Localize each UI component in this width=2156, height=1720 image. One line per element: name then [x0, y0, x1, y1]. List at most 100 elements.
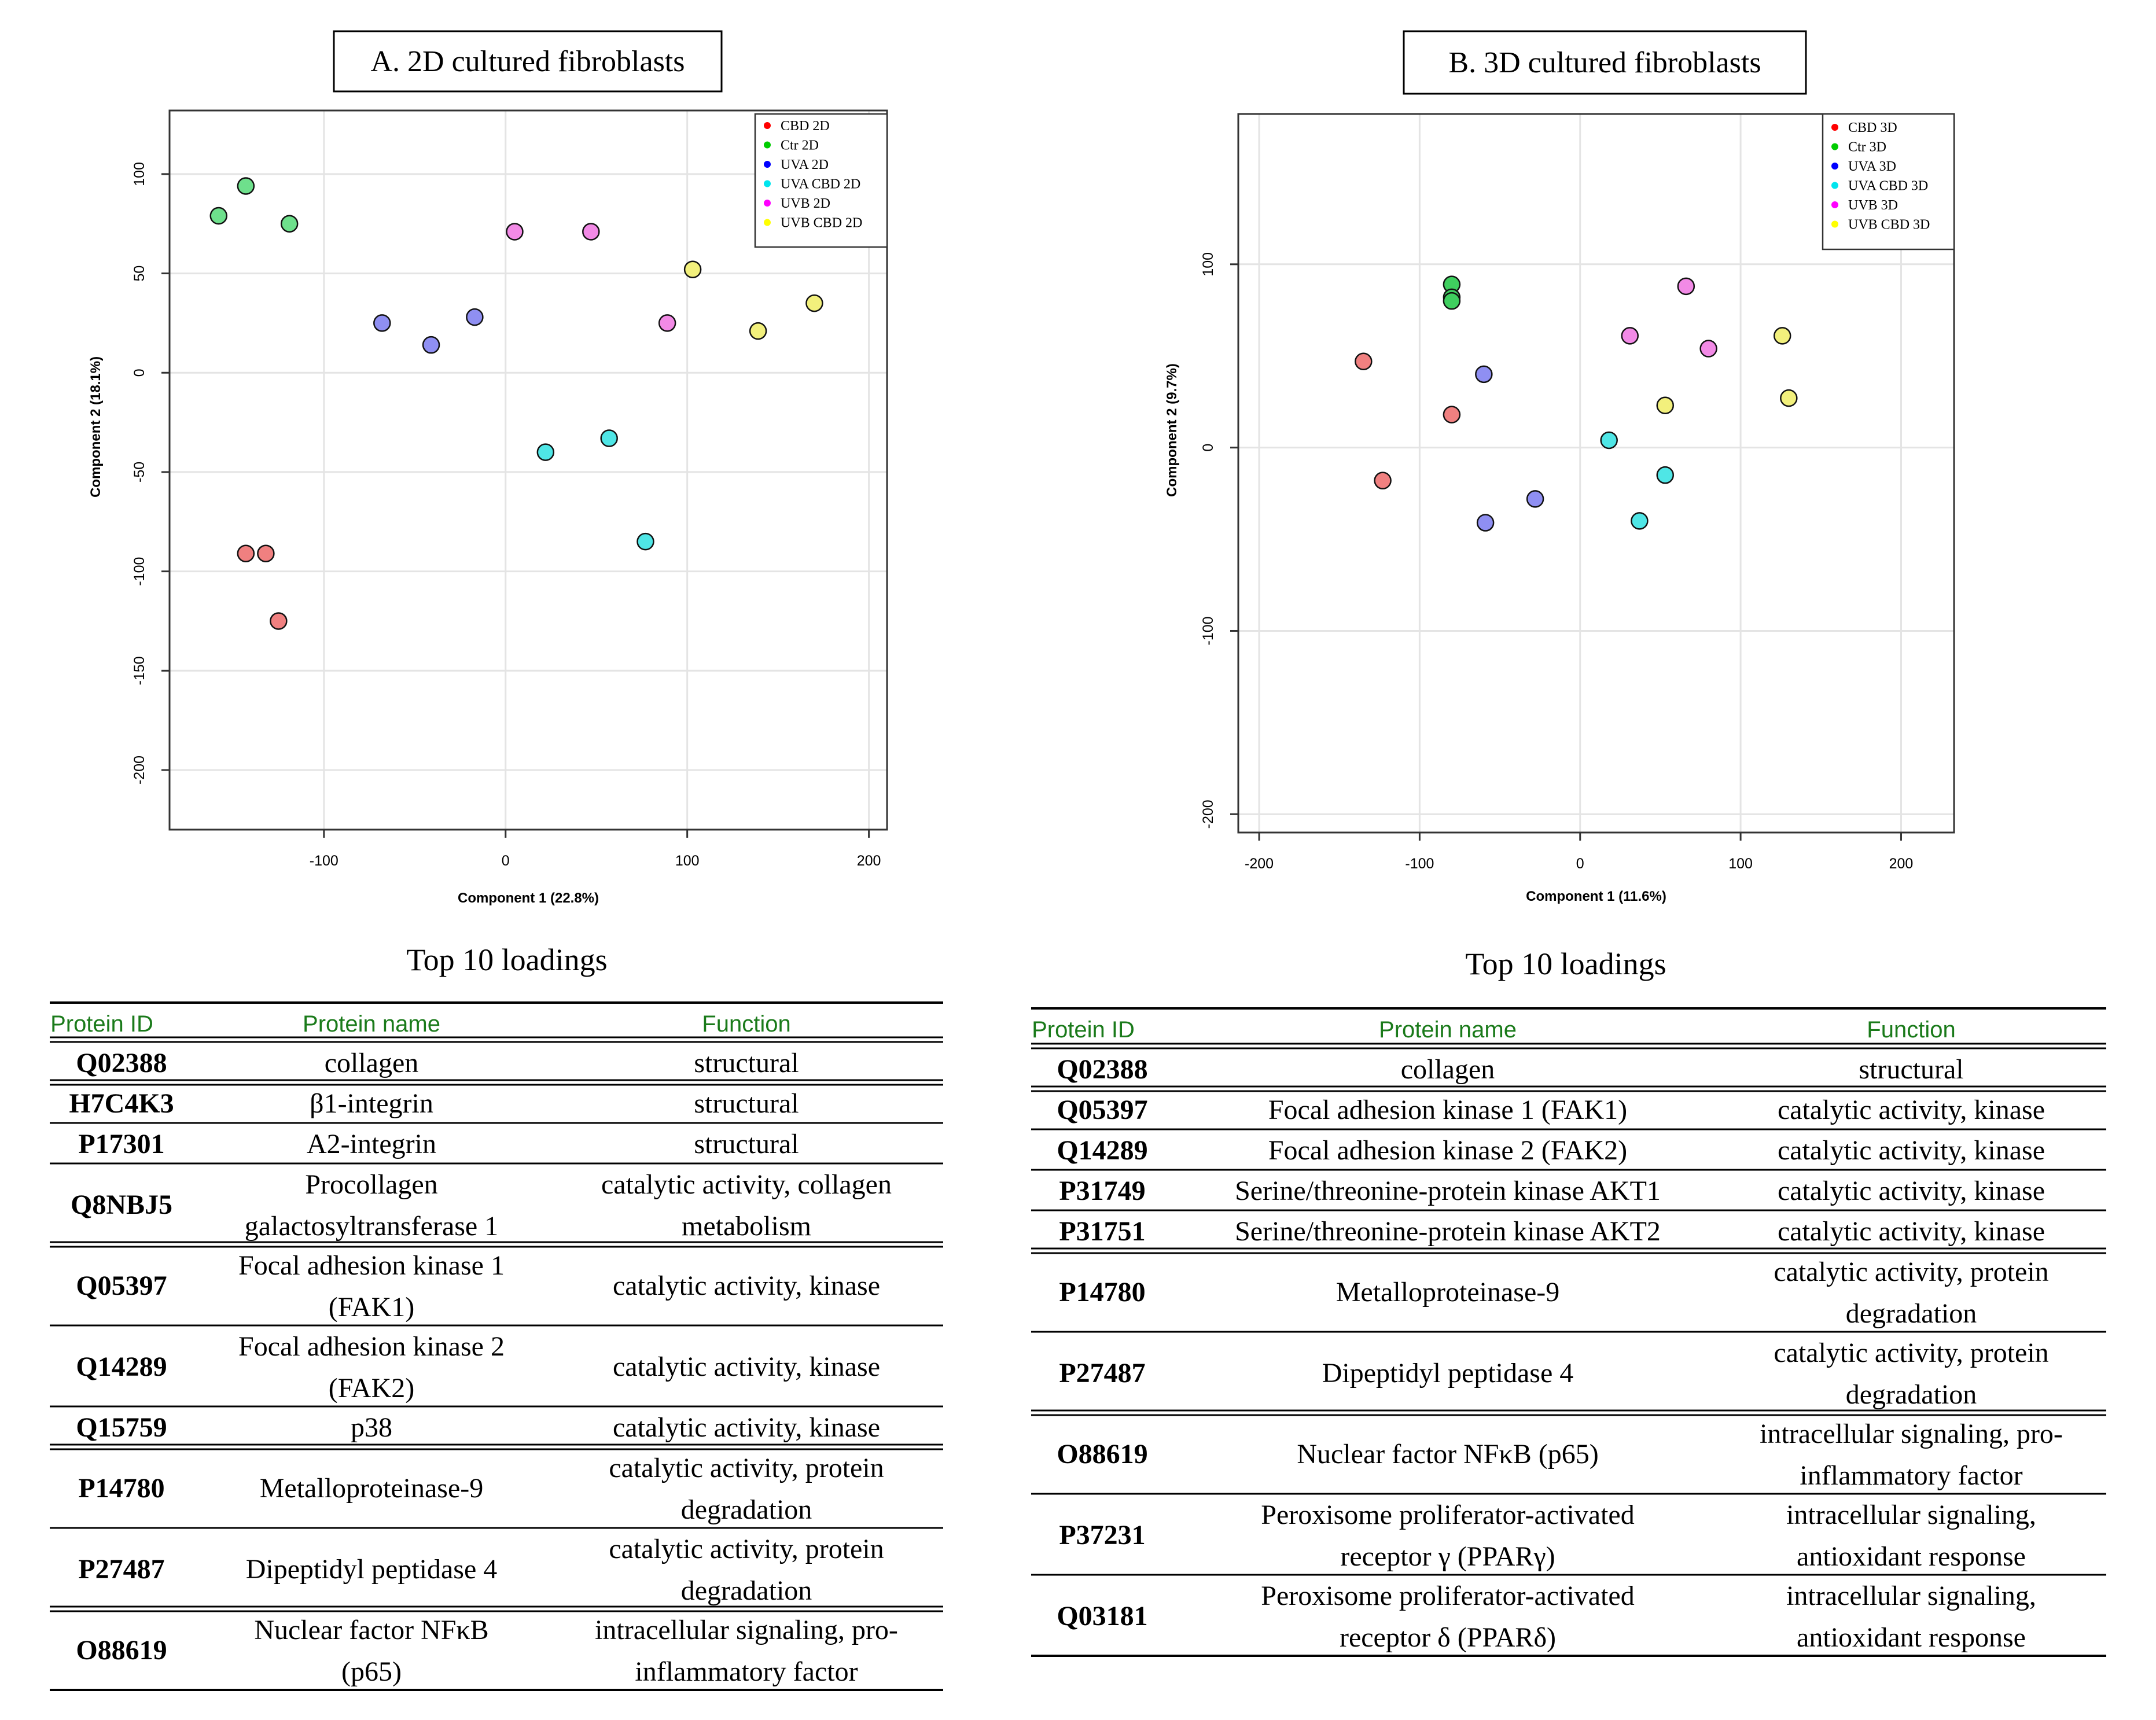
x-tick-label: -100	[1405, 856, 1434, 872]
table-header-cell: Function	[702, 1011, 790, 1037]
legend-swatch	[1831, 182, 1838, 189]
table-row: Q03181 Peroxisome proliferator-activated r…	[1057, 1581, 2036, 1653]
protein-id: O88619	[76, 1635, 167, 1666]
data-point-ctr-2d	[237, 177, 255, 195]
protein-id: O88619	[1057, 1439, 1147, 1469]
table-row: P17301 A2-integrin structural	[78, 1129, 799, 1159]
legend-box	[754, 113, 888, 248]
protein-name: p38	[351, 1412, 392, 1443]
protein-func: inflammatory factor	[635, 1656, 858, 1687]
protein-name: (FAK2)	[329, 1373, 414, 1404]
legend-label: UVB CBD 3D	[1848, 218, 1930, 233]
protein-func: intracellular signaling,	[1786, 1500, 2036, 1530]
data-point-cbd-3d	[1355, 352, 1373, 370]
protein-id: P27487	[78, 1554, 164, 1585]
x-tick-label: -200	[1245, 856, 1274, 872]
protein-name: collagen	[325, 1048, 419, 1078]
protein-name: (FAK1)	[329, 1292, 414, 1323]
protein-name: collagen	[1401, 1054, 1495, 1085]
data-point-uvb-3d	[1621, 327, 1639, 345]
data-point-cbd-2d	[270, 612, 288, 630]
table-header-cell: Protein ID	[1032, 1017, 1135, 1043]
legend-label: UVB 3D	[1848, 198, 1898, 213]
table-row: Q02388 collagen structural	[1057, 1054, 1963, 1085]
legend-swatch	[1831, 220, 1838, 228]
x-tick-label: 200	[1889, 856, 1914, 872]
table-row: P27487 Dipeptidyl peptidase 4 catalytic ac…	[78, 1534, 884, 1606]
table-row: Q05397 Focal adhesion kinase 1 (FAK1) cata…	[1057, 1095, 2045, 1125]
table-title: Top 10 loadings	[406, 942, 607, 977]
legend-swatch	[1831, 163, 1838, 170]
legend-label: CBD 3D	[1848, 120, 1897, 135]
protein-func: inflammatory factor	[1800, 1460, 2022, 1491]
data-point-cbd-3d	[1374, 472, 1392, 489]
legend-swatch	[1831, 201, 1838, 208]
protein-func: metabolism	[682, 1211, 811, 1242]
x-tick-label: 100	[1728, 856, 1753, 872]
legend-box	[1822, 113, 1955, 251]
data-point-ctr-2d	[209, 207, 228, 225]
protein-func: intracellular signaling, pro-	[1760, 1419, 2063, 1449]
protein-func: structural	[694, 1088, 799, 1119]
protein-func: degradation	[681, 1494, 812, 1525]
data-point-uvb-cbd-3d	[1780, 389, 1798, 407]
data-point-uvb-2d	[506, 223, 524, 241]
protein-name: receptor γ (PPARγ)	[1340, 1541, 1555, 1572]
y-tick-label: -150	[131, 656, 148, 685]
chart-title-box	[1403, 30, 1807, 95]
protein-name: Peroxisome proliferator-activated	[1261, 1500, 1634, 1530]
protein-id: P14780	[1059, 1277, 1145, 1308]
chart-title: B. 3D cultured fibroblasts	[1448, 46, 1761, 79]
protein-id: Q14289	[76, 1351, 167, 1382]
legend-swatch	[764, 180, 771, 187]
table-row: H7C4K3 β1-integrin structural	[69, 1088, 799, 1119]
table-row: P27487 Dipeptidyl peptidase 4 catalytic ac…	[1059, 1338, 2048, 1410]
table-row: P31749 Serine/threonine-protein kinase AK…	[1059, 1176, 2045, 1206]
legend-swatch	[1831, 124, 1838, 131]
data-point-uva-3d	[1475, 365, 1493, 384]
protein-func: catalytic activity, collagen	[601, 1169, 892, 1200]
protein-id: P31749	[1059, 1176, 1145, 1206]
protein-id: P17301	[78, 1129, 164, 1159]
y-axis-label: Component 2 (9.7%)	[1164, 363, 1180, 497]
protein-func: intracellular signaling,	[1786, 1581, 2036, 1611]
table-row: Q8NBJ5 Procollagen galactosyltransferase 1…	[71, 1169, 892, 1242]
protein-name: galactosyltransferase 1	[245, 1211, 498, 1242]
data-point-uvb-3d	[1677, 277, 1695, 296]
y-tick-label: 50	[131, 266, 148, 282]
data-point-uva-3d	[1526, 490, 1544, 508]
table-row: Q14289 Focal adhesion kinase 2 (FAK2) cata…	[1057, 1135, 2045, 1166]
data-point-uvb-2d	[582, 223, 600, 241]
y-tick-label: 0	[1200, 444, 1216, 452]
legend-label: UVA 3D	[1848, 159, 1896, 174]
protein-id: P27487	[1059, 1358, 1145, 1388]
x-tick-label: 0	[1576, 856, 1584, 872]
x-tick-label: 200	[857, 853, 881, 869]
loadings-table-right: Top 10 loadings Protein ID Protein name Fun…	[1031, 946, 2106, 1657]
protein-name: Dipeptidyl peptidase 4	[246, 1554, 498, 1585]
x-tick-label: -100	[310, 853, 339, 869]
protein-func: structural	[694, 1129, 799, 1159]
plot-frame	[168, 109, 888, 831]
data-point-uva-2d	[422, 336, 440, 354]
protein-func: catalytic activity, protein	[609, 1453, 884, 1483]
legend-label: UVA CBD 3D	[1848, 179, 1928, 194]
chart-title: A. 2D cultured fibroblasts	[370, 45, 685, 78]
protein-id: P37231	[1059, 1520, 1145, 1550]
x-axis-label: Component 1 (11.6%)	[1526, 889, 1666, 904]
protein-id: P31751	[1059, 1216, 1145, 1247]
protein-id: Q14289	[1057, 1135, 1147, 1166]
plot-frame	[1237, 113, 1955, 834]
data-point-uvb-cbd-2d	[805, 294, 823, 312]
protein-func: catalytic activity, kinase	[613, 1270, 880, 1301]
protein-func: catalytic activity, kinase	[1778, 1176, 2045, 1206]
data-point-uvb-cbd-3d	[1773, 327, 1791, 345]
protein-id: Q15759	[76, 1412, 167, 1443]
protein-func: intracellular signaling, pro-	[595, 1615, 898, 1645]
data-point-ctr-2d	[280, 215, 299, 233]
y-tick-label: 0	[131, 369, 148, 377]
data-point-uva-cbd-2d	[600, 429, 618, 447]
legend-swatch	[764, 200, 771, 207]
